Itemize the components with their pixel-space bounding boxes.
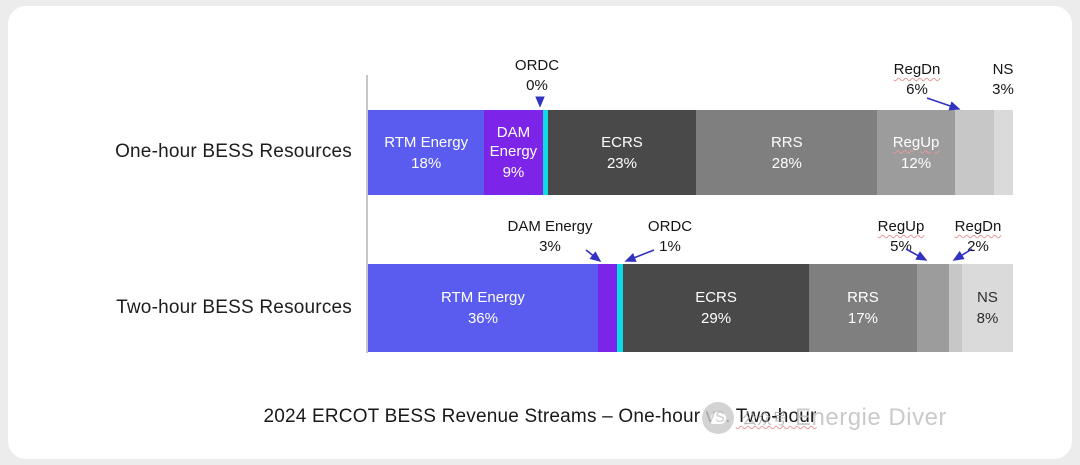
segment-value: 12% [901, 154, 932, 172]
bar-segment-regup [917, 264, 950, 352]
bar-segment-dam-energy: DAM Energy 9% [484, 110, 543, 195]
bar-segment-ecrs: ECRS 29% [623, 264, 809, 352]
segment-value: 29% [701, 310, 732, 327]
segment-value: 23% [606, 154, 637, 172]
bar-segment-ecrs: ECRS 23% [547, 110, 697, 195]
segment-label: RRS [847, 289, 879, 306]
watermark-name: Energie Diver [795, 404, 947, 431]
stacked-bar-two-hour: RTM Energy 36% ECRS 29% RRS 17% NS 8% [368, 264, 1014, 352]
bar-segment-rrs: RRS 17% [808, 264, 918, 352]
bar-segment-regdn [954, 110, 994, 195]
segment-label: ECRS [601, 133, 643, 151]
segment-label: ECRS [695, 289, 737, 306]
watermark: 公众号 Energie Diver [702, 400, 947, 436]
annotation-regdn-one-hour: RegDn 6% [877, 60, 957, 100]
annotation-label: ORDC [647, 218, 693, 235]
annotation-value: 1% [659, 238, 681, 255]
annotation-label: RegDn [954, 218, 1002, 235]
bar-segment-rrs: RRS 28% [696, 110, 878, 195]
bar-segment-ns [993, 110, 1014, 195]
bar-segment-ordc [542, 110, 548, 195]
annotation-value: 3% [539, 238, 561, 255]
annotation-value: 2% [967, 238, 989, 255]
annotation-label: NS [992, 61, 1014, 78]
chart-title-run: Two-hour [735, 406, 817, 427]
segment-label: DAM Energy [489, 124, 538, 160]
segment-label: RegUp [892, 133, 940, 151]
stacked-bar-one-hour: RTM Energy 18% DAM Energy 9% ECRS 23% RRS 28% Re… [368, 110, 1014, 195]
segment-value: 36% [467, 310, 498, 327]
annotation-ordc-one-hour: ORDC 0% [497, 56, 577, 96]
segment-label: NS [977, 289, 998, 306]
segment-label: RTM Energy [440, 289, 525, 306]
bar-segment-ordc [617, 264, 624, 352]
bar-segment-regdn [949, 264, 962, 352]
segment-value: 28% [771, 154, 802, 172]
watermark-badge-label: 公众号 [742, 410, 788, 428]
category-label-two-hour: Two-hour BESS Resources [116, 297, 352, 318]
annotation-value: 6% [906, 81, 928, 98]
annotation-value: 3% [992, 81, 1014, 98]
annotation-regdn-two-hour: RegDn 2% [938, 217, 1018, 257]
annotation-label: RegDn [893, 61, 941, 78]
segment-value: 17% [847, 310, 878, 327]
annotation-value: 5% [890, 238, 912, 255]
segment-label: RRS [770, 133, 803, 151]
chart-card [8, 6, 1072, 459]
bar-segment-regup: RegUp 12% [877, 110, 955, 195]
segment-label: RTM Energy [384, 133, 469, 151]
wechat-official-account-icon [702, 402, 734, 434]
bar-segment-ns: NS 8% [961, 264, 1014, 352]
annotation-label: ORDC [514, 57, 560, 74]
category-axis-line [366, 75, 368, 353]
segment-value: 18% [411, 154, 442, 172]
segment-value: 9% [502, 164, 525, 181]
annotation-ns-one-hour: NS 3% [973, 60, 1033, 100]
chat-bubble-icon [710, 412, 726, 424]
annotation-regup-two-hour: RegUp 5% [861, 217, 941, 257]
category-label-one-hour: One-hour BESS Resources [115, 141, 352, 162]
chart-title: 2024 ERCOT BESS Revenue Streams – One-ho… [0, 406, 1080, 428]
annotation-label: DAM Energy [507, 218, 593, 235]
chart-title-run: 2024 ERCOT BESS Revenue Streams – One-ho… [263, 406, 736, 427]
bar-segment-rtm-energy: RTM Energy 18% [368, 110, 485, 195]
annotation-label: RegUp [877, 218, 925, 235]
bar-segment-rtm-energy: RTM Energy 36% [368, 264, 598, 352]
annotation-dam-two-hour: DAM Energy 3% [488, 217, 612, 257]
bar-segment-dam-energy [597, 264, 618, 352]
annotation-ordc-two-hour: ORDC 1% [630, 217, 710, 257]
annotation-value: 0% [526, 77, 548, 94]
segment-value: 8% [976, 310, 999, 327]
